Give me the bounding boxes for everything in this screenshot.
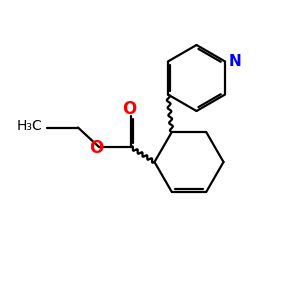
- Text: N: N: [229, 54, 242, 69]
- Text: H₃C: H₃C: [16, 119, 42, 133]
- Text: O: O: [122, 100, 136, 118]
- Text: O: O: [89, 139, 104, 157]
